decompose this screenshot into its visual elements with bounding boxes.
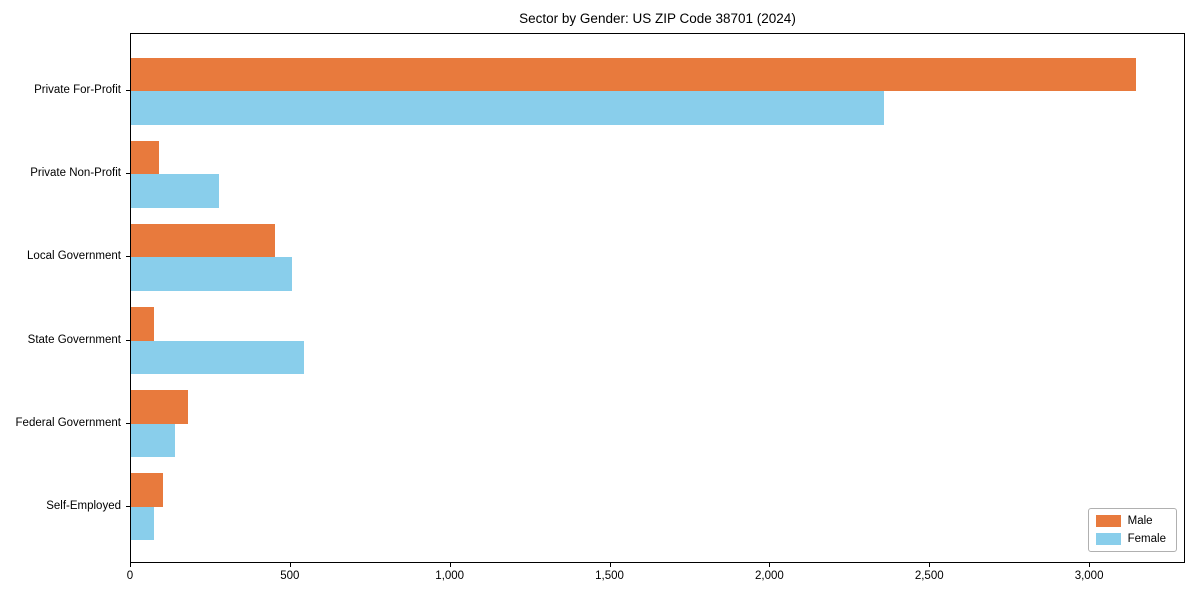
- bar-female-4: [131, 340, 304, 374]
- bar-male-4: [131, 307, 155, 341]
- bar-male-3: [131, 224, 275, 258]
- x-tick-label-1,000: 1,000: [435, 570, 465, 582]
- x-tick-label-3,000: 3,000: [1074, 570, 1104, 582]
- y-axis-label-1: Private For-Profit: [34, 84, 121, 97]
- legend-label: Female: [1127, 533, 1166, 545]
- bar-female-1: [131, 91, 884, 125]
- y-axis-label-4: State Government: [27, 333, 121, 346]
- x-tick-mark: [929, 563, 931, 567]
- x-tick-label-2,000: 2,000: [755, 570, 784, 582]
- chart-title: Sector by Gender: US ZIP Code 38701 (202…: [519, 11, 796, 26]
- x-tick-label-500: 500: [280, 570, 300, 582]
- y-tick-mark: [126, 256, 130, 258]
- bar-female-2: [131, 174, 219, 208]
- legend-item-female: Female: [1095, 533, 1166, 545]
- bar-male-1: [131, 58, 1137, 92]
- y-tick-mark: [126, 173, 130, 175]
- bar-male-2: [131, 141, 160, 175]
- y-axis-label-2: Private Non-Profit: [30, 167, 121, 180]
- plot-area: Male Female: [130, 33, 1185, 563]
- legend-swatch-female: [1095, 533, 1121, 545]
- y-axis-label-3: Local Government: [27, 250, 121, 263]
- y-tick-mark: [126, 505, 130, 507]
- y-axis-label-6: Self-Employed: [46, 499, 121, 512]
- legend: Male Female: [1087, 508, 1177, 552]
- x-tick-mark: [769, 563, 771, 567]
- x-tick-label-1,500: 1,500: [595, 570, 624, 582]
- x-tick-mark: [609, 563, 611, 567]
- bar-male-5: [131, 390, 188, 424]
- legend-item-male: Male: [1095, 515, 1166, 527]
- bar-female-6: [131, 506, 155, 540]
- y-axis-label-5: Federal Government: [15, 416, 121, 429]
- x-tick-mark: [289, 563, 291, 567]
- y-tick-mark: [126, 90, 130, 92]
- x-tick-mark: [1089, 563, 1091, 567]
- x-tick-label-0: 0: [126, 570, 134, 582]
- x-tick-mark: [449, 563, 451, 567]
- y-tick-mark: [126, 339, 130, 341]
- x-tick-label-2,500: 2,500: [914, 570, 944, 582]
- bar-female-5: [131, 423, 176, 457]
- bar-female-3: [131, 257, 293, 291]
- legend-swatch-male: [1095, 515, 1121, 527]
- bar-male-6: [131, 473, 163, 507]
- x-tick-mark: [130, 563, 131, 567]
- y-tick-mark: [126, 422, 130, 424]
- legend-label: Male: [1127, 515, 1153, 527]
